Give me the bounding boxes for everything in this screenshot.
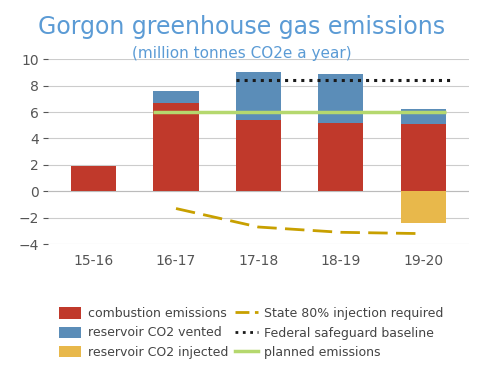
- Text: (million tonnes CO2e a year): (million tonnes CO2e a year): [132, 46, 351, 61]
- Bar: [236, 73, 281, 120]
- Bar: [154, 103, 199, 191]
- Bar: [236, 120, 281, 191]
- Text: Gorgon greenhouse gas emissions: Gorgon greenhouse gas emissions: [38, 15, 445, 39]
- Bar: [318, 122, 364, 191]
- Bar: [400, 124, 446, 191]
- Bar: [400, 110, 446, 124]
- Bar: [154, 91, 199, 103]
- Bar: [71, 166, 116, 191]
- Bar: [318, 74, 364, 122]
- Legend: combustion emissions, reservoir CO2 vented, reservoir CO2 injected, State 80% in: combustion emissions, reservoir CO2 vent…: [54, 302, 449, 364]
- Bar: [400, 191, 446, 223]
